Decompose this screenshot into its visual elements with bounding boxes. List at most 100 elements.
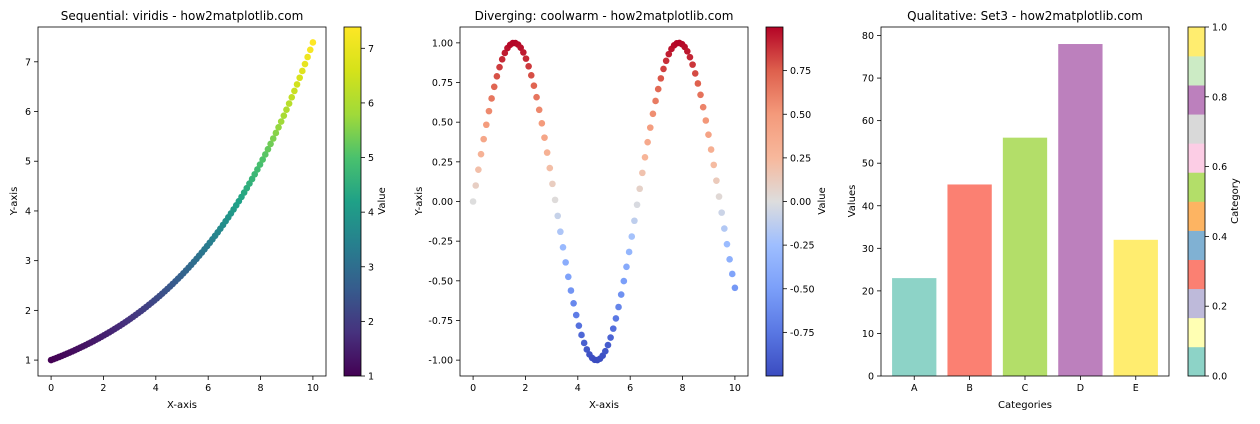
y-tick-label: -0.25 bbox=[428, 237, 453, 248]
x-tick-label: 4 bbox=[153, 383, 159, 394]
data-point bbox=[644, 138, 651, 146]
colorbar-tick-label: 0.25 bbox=[790, 153, 811, 164]
colorbar-axis: -0.75 -0.50 -0.25 0.00 0.25 0.50 0.75 bbox=[783, 66, 815, 339]
data-point bbox=[554, 212, 562, 220]
x-tick-label: 6 bbox=[205, 383, 211, 394]
data-point bbox=[723, 240, 731, 248]
colorbar-tick-label: 5 bbox=[368, 153, 374, 164]
colorbar-axis: 1 2 3 4 5 6 7 bbox=[361, 44, 374, 383]
axes-frame bbox=[37, 26, 327, 377]
data-point bbox=[639, 169, 646, 177]
chart-title: Diverging: coolwarm - how2matplotlib.com bbox=[475, 9, 734, 23]
data-point bbox=[546, 164, 554, 172]
colorbar-tick-label: 0.50 bbox=[790, 110, 811, 121]
y-tick-label: 3 bbox=[25, 256, 31, 267]
data-point bbox=[562, 259, 569, 266]
data-point bbox=[264, 145, 272, 153]
data-point bbox=[570, 300, 577, 307]
data-point bbox=[726, 256, 733, 263]
data-point bbox=[654, 85, 662, 93]
data-point bbox=[705, 131, 712, 138]
y-tick-label: 20 bbox=[862, 286, 874, 297]
colorbar-tick-label: 3 bbox=[368, 262, 374, 273]
colorbar-tick-label: 7 bbox=[368, 44, 374, 55]
colorbar-segment bbox=[1188, 288, 1205, 319]
y-axis: 1 2 3 4 5 6 7 bbox=[25, 57, 38, 367]
chart-title: Sequential: viridis - how2matplotlib.com bbox=[61, 9, 304, 23]
colorbar-tick-label: 6 bbox=[368, 98, 374, 109]
x-tick-label: 10 bbox=[307, 383, 319, 394]
data-point bbox=[501, 49, 509, 57]
y-tick-label: 6 bbox=[25, 107, 31, 118]
data-point bbox=[304, 53, 311, 61]
colorbar-segment bbox=[1188, 230, 1205, 260]
y-tick-label: 7 bbox=[25, 57, 31, 68]
x-axis-label: X-axis bbox=[167, 400, 197, 411]
colorbar-tick-label: -0.75 bbox=[790, 328, 815, 339]
data-point bbox=[530, 82, 538, 89]
data-point bbox=[520, 49, 527, 56]
data-point bbox=[267, 140, 274, 148]
data-point bbox=[256, 161, 264, 168]
y-axis: 0 10 20 30 40 50 60 70 80 bbox=[862, 31, 881, 383]
y-tick-label: 1.00 bbox=[432, 38, 453, 49]
data-point bbox=[301, 60, 309, 68]
data-point bbox=[710, 161, 718, 169]
data-point bbox=[535, 106, 543, 114]
data-point bbox=[715, 193, 723, 200]
data-point bbox=[306, 46, 314, 54]
colorbar-segment bbox=[1188, 259, 1205, 290]
data-point bbox=[702, 117, 710, 124]
data-point bbox=[285, 100, 293, 107]
x-axis: A B C D E bbox=[911, 376, 1139, 394]
data-point bbox=[493, 73, 501, 80]
data-point bbox=[564, 273, 572, 281]
y-axis-label: Y-axis bbox=[414, 187, 425, 217]
chart-title: Qualitative: Set3 - how2matplotlib.com bbox=[907, 9, 1143, 23]
y-axis-label: Y-axis bbox=[9, 187, 20, 217]
colorbar-tick-label: -0.25 bbox=[790, 241, 815, 252]
colorbar-segment bbox=[1188, 114, 1205, 144]
data-point bbox=[689, 61, 696, 68]
data-point bbox=[291, 87, 298, 95]
data-point bbox=[615, 303, 622, 311]
data-point bbox=[623, 263, 630, 271]
x-tick-label: A bbox=[911, 383, 918, 394]
data-point bbox=[660, 65, 667, 73]
colorbar-label: Value bbox=[377, 187, 388, 214]
data-point bbox=[612, 315, 620, 322]
x-axis-label: Categories bbox=[998, 400, 1052, 411]
x-tick-label: 2 bbox=[100, 383, 106, 394]
data-point bbox=[533, 93, 540, 101]
data-point bbox=[575, 322, 583, 329]
data-point bbox=[691, 70, 699, 77]
x-tick-label: 2 bbox=[522, 383, 528, 394]
x-axis-label: X-axis bbox=[589, 400, 619, 411]
data-point bbox=[707, 146, 715, 153]
data-point bbox=[731, 284, 739, 292]
y-tick-label: 40 bbox=[862, 201, 874, 212]
data-point bbox=[649, 110, 657, 118]
data-point bbox=[477, 150, 485, 158]
data-point bbox=[283, 106, 290, 113]
data-point bbox=[662, 57, 670, 65]
data-point bbox=[262, 151, 269, 158]
data-point bbox=[572, 311, 580, 319]
data-point bbox=[254, 166, 261, 173]
data-point bbox=[567, 287, 575, 294]
x-tick-label: B bbox=[966, 383, 973, 394]
data-point bbox=[485, 107, 493, 115]
panel-coolwarm: Diverging: coolwarm - how2matplotlib.com… bbox=[414, 9, 828, 411]
data-point bbox=[538, 120, 546, 127]
data-point bbox=[694, 80, 702, 87]
y-tick-label: 50 bbox=[862, 159, 874, 170]
y-tick-label: 60 bbox=[862, 116, 874, 127]
data-point bbox=[293, 81, 301, 88]
y-tick-label: 0.25 bbox=[432, 157, 453, 168]
data-point bbox=[686, 53, 694, 61]
data-point bbox=[525, 62, 532, 70]
colorbar-label: Category bbox=[1230, 178, 1241, 224]
data-point bbox=[697, 91, 704, 99]
y-axis: -1.00 -0.75 -0.50 -0.25 0.00 0.25 0.50 0.75 1.00 bbox=[428, 38, 460, 367]
